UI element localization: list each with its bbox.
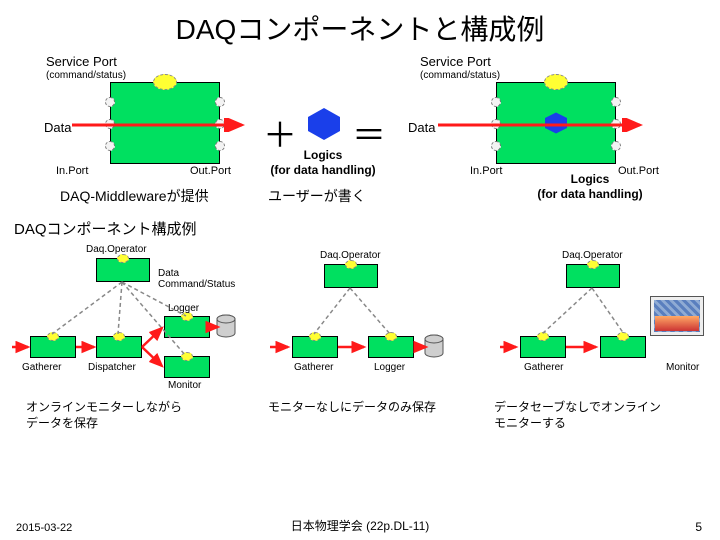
port-icon <box>215 141 225 151</box>
provided-label: DAQ-Middlewareが提供 <box>60 186 209 206</box>
inport-right-label: In.Port <box>470 165 502 177</box>
cmdstatus-right-label: (command/status) <box>420 70 500 81</box>
footer-page: 5 <box>695 520 702 534</box>
footer-date: 2015-03-22 <box>16 522 72 534</box>
logics-right-label: Logics (for data handling) <box>530 172 650 202</box>
service-port-right-label: Service Port <box>420 54 491 69</box>
footer-center: 日本物理学会 (22p.DL-11) <box>291 517 429 534</box>
cfg3-monitor-label: Monitor <box>666 362 699 373</box>
data-arrow-right <box>438 118 648 132</box>
port-icon <box>105 141 115 151</box>
data-left-label: Data <box>44 120 71 135</box>
caption-mid: モニターなしにデータのみ保存 <box>268 400 436 416</box>
section2-title: DAQコンポーネント構成例 <box>14 218 197 239</box>
port-icon <box>491 97 501 107</box>
port-icon <box>491 141 501 151</box>
logics-hexagon-center <box>304 106 344 142</box>
cfg3-red-arrows <box>500 336 670 360</box>
service-port-oval-left <box>153 74 177 90</box>
page-title: DAQコンポーネントと構成例 <box>0 0 720 48</box>
user-writes-label: ユーザーが書く <box>268 186 366 206</box>
data-right-label: Data <box>408 120 435 135</box>
service-port-oval-right <box>544 74 568 90</box>
inport-left-label: In.Port <box>56 165 88 177</box>
cfg2-red-arrows <box>270 336 450 360</box>
port-icon <box>215 97 225 107</box>
port-icon <box>611 97 621 107</box>
caption-left: オンラインモニターしながら データを保存 <box>26 400 182 431</box>
cfg1-daqop-label: Daq.Operator <box>86 244 147 255</box>
port-icon <box>105 97 115 107</box>
cfg3-gatherer-label: Gatherer <box>524 362 563 373</box>
port-icon <box>611 141 621 151</box>
service-port-left-label: Service Port <box>46 54 117 69</box>
logics-center-label: Logics (for data handling) <box>270 148 376 178</box>
cfg2-logger-label: Logger <box>374 362 405 373</box>
outport-left-label: Out.Port <box>190 165 231 177</box>
data-arrow-left <box>72 118 250 132</box>
cfg2-gatherer-label: Gatherer <box>294 362 333 373</box>
cmdstatus-left-label: (command/status) <box>46 70 126 81</box>
caption-right: データセーブなしでオンライン モニターする <box>494 400 661 431</box>
cfg1-red-arrows <box>12 316 222 386</box>
